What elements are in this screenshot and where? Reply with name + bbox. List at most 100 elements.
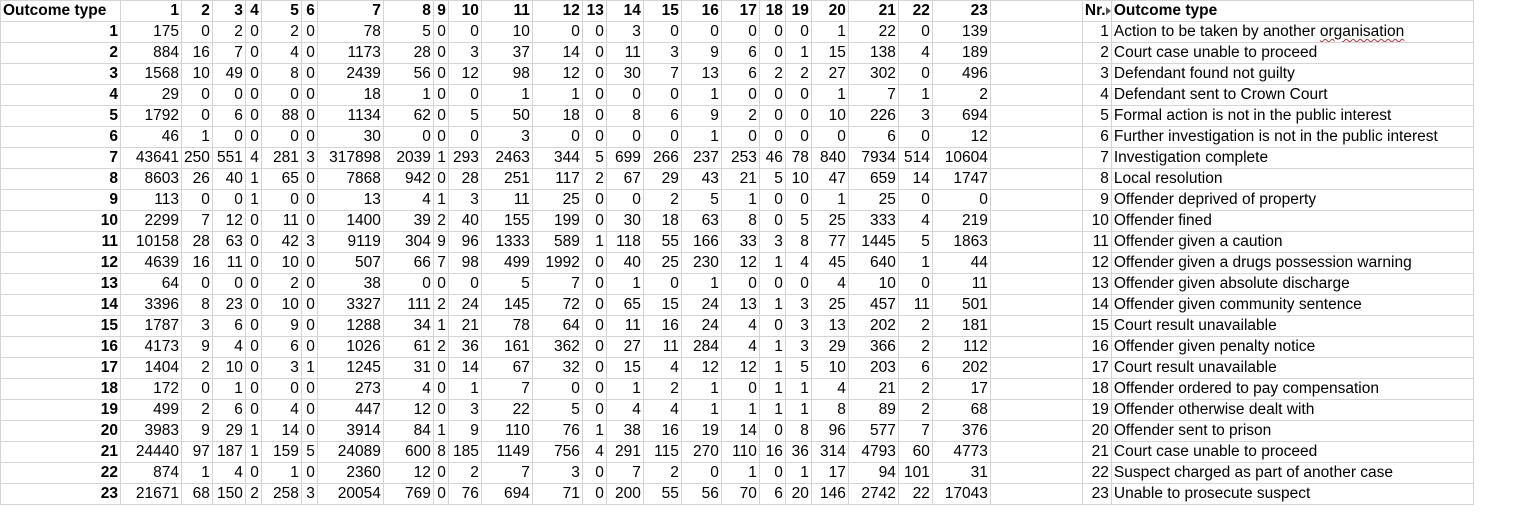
value-cell[interactable]: 0 [581, 357, 607, 379]
value-cell[interactable]: 4 [211, 462, 246, 484]
value-cell[interactable]: 25 [810, 294, 849, 316]
value-cell[interactable]: 27 [810, 63, 849, 85]
value-cell[interactable]: 175 [120, 21, 182, 43]
value-cell[interactable]: 1 [211, 378, 246, 400]
legend-nr-cell[interactable]: 19 [1081, 399, 1112, 421]
value-cell[interactable]: 40 [605, 252, 644, 274]
row-label-cell[interactable]: 4 [0, 84, 121, 106]
value-cell[interactable]: 76 [447, 483, 482, 505]
value-cell[interactable]: 8 [605, 105, 644, 127]
value-cell[interactable]: 0 [244, 273, 262, 295]
value-cell[interactable]: 15 [605, 357, 644, 379]
value-cell[interactable]: 10 [847, 273, 899, 295]
value-cell[interactable]: 0 [758, 84, 786, 106]
value-cell[interactable]: 1 [531, 84, 583, 106]
value-cell[interactable]: 219 [931, 210, 991, 232]
value-cell[interactable]: 2 [758, 63, 786, 85]
value-cell[interactable]: 551 [211, 147, 246, 169]
value-cell[interactable]: 7 [897, 420, 933, 442]
empty-cell[interactable] [989, 189, 1083, 211]
value-cell[interactable]: 25 [810, 210, 849, 232]
value-cell[interactable]: 3 [784, 336, 812, 358]
row-label-cell[interactable]: 14 [0, 294, 121, 316]
column-number-header[interactable]: 2 [181, 0, 213, 22]
value-cell[interactable]: 78 [784, 147, 812, 169]
value-cell[interactable]: 0 [432, 273, 449, 295]
value-cell[interactable]: 25 [642, 252, 682, 274]
value-cell[interactable]: 1 [181, 462, 213, 484]
value-cell[interactable]: 161 [480, 336, 533, 358]
value-cell[interactable]: 65 [605, 294, 644, 316]
value-cell[interactable]: 7 [432, 252, 449, 274]
value-cell[interactable]: 0 [758, 105, 786, 127]
value-cell[interactable]: 39 [382, 210, 434, 232]
row-label-cell[interactable]: 20 [0, 420, 121, 442]
value-cell[interactable]: 42 [260, 231, 302, 253]
legend-text-cell[interactable]: Offender ordered to pay compensation [1110, 378, 1474, 400]
value-cell[interactable]: 12 [382, 399, 434, 421]
value-cell[interactable]: 11 [605, 315, 644, 337]
value-cell[interactable]: 1173 [316, 42, 384, 64]
value-cell[interactable]: 496 [931, 63, 991, 85]
value-cell[interactable]: 577 [847, 420, 899, 442]
value-cell[interactable]: 1 [581, 420, 607, 442]
value-cell[interactable]: 11 [260, 210, 302, 232]
value-cell[interactable]: 8 [784, 231, 812, 253]
value-cell[interactable]: 0 [897, 189, 933, 211]
value-cell[interactable]: 0 [447, 84, 482, 106]
value-cell[interactable]: 6 [211, 315, 246, 337]
value-cell[interactable]: 28 [382, 42, 434, 64]
value-cell[interactable]: 199 [531, 210, 583, 232]
row-label-cell[interactable]: 23 [0, 483, 121, 505]
value-cell[interactable]: 3 [758, 231, 786, 253]
legend-nr-cell[interactable]: 7 [1081, 147, 1112, 169]
value-cell[interactable]: 31 [382, 357, 434, 379]
value-cell[interactable]: 230 [680, 252, 722, 274]
value-cell[interactable]: 1863 [931, 231, 991, 253]
value-cell[interactable]: 0 [382, 273, 434, 295]
value-cell[interactable]: 0 [784, 126, 812, 148]
value-cell[interactable]: 0 [581, 84, 607, 106]
value-cell[interactable]: 0 [181, 189, 213, 211]
value-cell[interactable]: 8 [432, 441, 449, 463]
legend-text-cell[interactable]: Offender otherwise dealt with [1110, 399, 1474, 421]
value-cell[interactable]: 20054 [316, 483, 384, 505]
value-cell[interactable]: 362 [531, 336, 583, 358]
value-cell[interactable]: 317898 [316, 147, 384, 169]
value-cell[interactable]: 150 [211, 483, 246, 505]
value-cell[interactable]: 45 [810, 252, 849, 274]
value-cell[interactable]: 2 [432, 336, 449, 358]
value-cell[interactable]: 4793 [847, 441, 899, 463]
value-cell[interactable]: 31 [931, 462, 991, 484]
value-cell[interactable]: 4 [260, 399, 302, 421]
value-cell[interactable]: 0 [784, 21, 812, 43]
value-cell[interactable]: 21 [847, 378, 899, 400]
value-cell[interactable]: 769 [382, 483, 434, 505]
empty-cell[interactable] [989, 399, 1083, 421]
column-number-header[interactable]: 18 [758, 0, 786, 22]
value-cell[interactable]: 1 [300, 357, 318, 379]
value-cell[interactable]: 24440 [120, 441, 182, 463]
value-cell[interactable]: 0 [300, 462, 318, 484]
value-cell[interactable]: 61 [382, 336, 434, 358]
value-cell[interactable]: 659 [847, 168, 899, 190]
value-cell[interactable]: 0 [432, 357, 449, 379]
value-cell[interactable]: 1 [810, 21, 849, 43]
legend-text-cell[interactable]: Offender sent to prison [1110, 420, 1474, 442]
value-cell[interactable]: 78 [480, 315, 533, 337]
value-cell[interactable]: 4 [642, 399, 682, 421]
value-cell[interactable]: 6 [720, 42, 760, 64]
column-number-header[interactable]: 10 [447, 0, 482, 22]
value-cell[interactable]: 1 [810, 189, 849, 211]
value-cell[interactable]: 115 [642, 441, 682, 463]
value-cell[interactable]: 0 [642, 126, 682, 148]
column-number-header[interactable]: 8 [382, 0, 434, 22]
value-cell[interactable]: 0 [531, 21, 583, 43]
value-cell[interactable]: 2 [260, 21, 302, 43]
value-cell[interactable]: 284 [680, 336, 722, 358]
value-cell[interactable]: 24089 [316, 441, 384, 463]
value-cell[interactable]: 0 [300, 420, 318, 442]
value-cell[interactable]: 0 [244, 357, 262, 379]
empty-cell[interactable] [989, 105, 1083, 127]
value-cell[interactable]: 113 [120, 189, 182, 211]
